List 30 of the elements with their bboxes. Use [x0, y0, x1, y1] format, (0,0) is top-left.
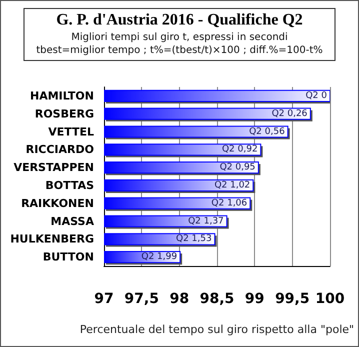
x-tick-label: 99,5	[275, 291, 310, 307]
data-label: Q2 0,92	[222, 144, 258, 155]
chart-subtitle: Migliori tempi sul giro t, espressi in secondi tbest=miglior tempo ; t%=(tbest/t)×100 ; diff.%=100-t%	[36, 32, 323, 56]
y-tick-label: RAIKKONEN	[21, 196, 94, 210]
y-tick-label: HAMILTON	[30, 89, 94, 102]
x-tick-label: 97,5	[124, 291, 159, 307]
x-tick-label: 99	[244, 291, 264, 307]
y-tick-label: BUTTON	[42, 250, 94, 264]
data-label: Q2 0,56	[249, 126, 286, 137]
x-tick-label: 98	[170, 291, 190, 307]
x-tick-label: 97	[94, 291, 114, 307]
data-label: Q2 1,02	[214, 180, 250, 190]
y-tick-label: MASSA	[50, 214, 94, 228]
y-tick-label: VETTEL	[48, 125, 94, 138]
data-label: Q2 1,37	[188, 216, 224, 226]
x-tick-label: 98,5	[200, 291, 234, 307]
data-label: Q2 1,99	[141, 252, 178, 262]
data-label: Q2 1,06	[211, 198, 248, 208]
x-axis-title: Percentuale del tempo sul giro rispetto alla "pole"	[80, 323, 354, 336]
data-label: Q2 1,53	[176, 234, 212, 244]
y-tick-label: HULKENBERG	[10, 232, 94, 246]
y-tick-label: VERSTAPPEN	[14, 161, 94, 174]
y-tick-label: RICCIARDO	[26, 143, 94, 156]
data-label: Q2 0	[306, 90, 328, 101]
x-tick-label: 100	[315, 291, 345, 307]
y-tick-label: BOTTAS	[45, 178, 94, 192]
chart-title: G. P. d'Austria 2016 - Qualifiche Q2	[56, 12, 303, 28]
data-label: Q2 0,95	[220, 162, 256, 173]
y-tick-label: ROSBERG	[34, 107, 94, 120]
data-label: Q2 0,26	[272, 108, 308, 119]
